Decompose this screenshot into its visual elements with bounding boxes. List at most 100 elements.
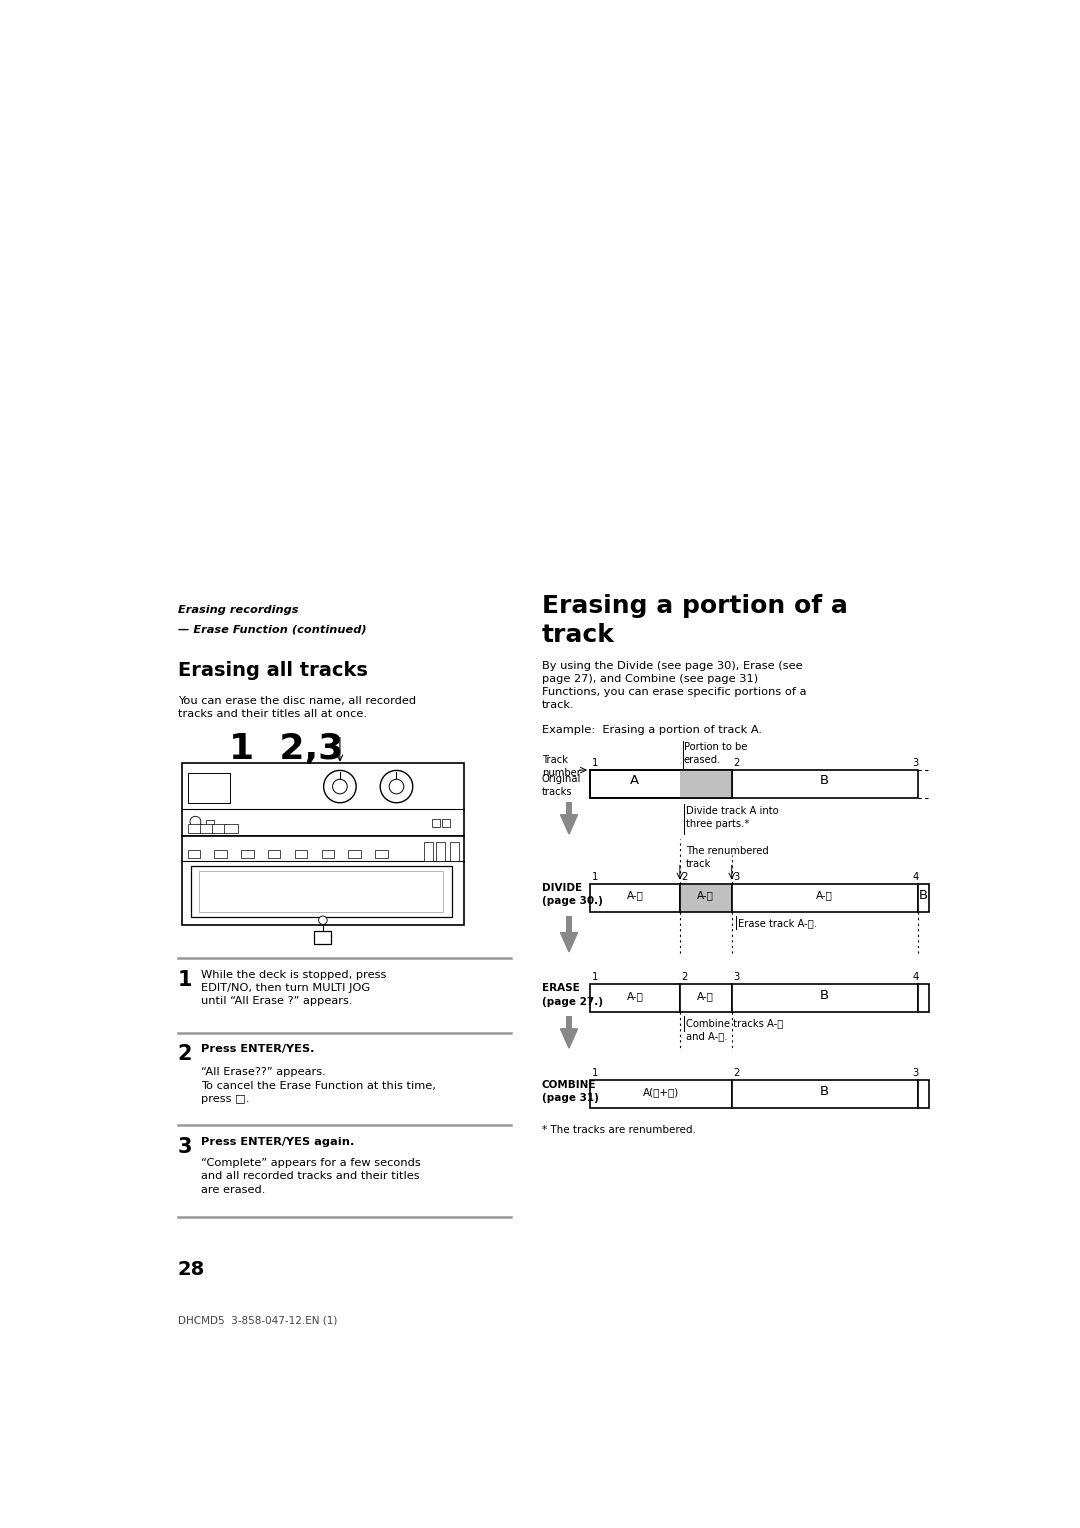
Bar — [590, 1080, 732, 1108]
Bar — [349, 850, 361, 857]
Text: B: B — [820, 775, 829, 787]
Bar — [215, 850, 227, 857]
Text: 1: 1 — [592, 758, 598, 767]
Text: 4: 4 — [913, 872, 919, 882]
Bar — [268, 850, 281, 857]
Bar — [424, 842, 433, 860]
Bar — [181, 762, 464, 836]
Bar — [241, 850, 254, 857]
Bar — [322, 850, 334, 857]
Bar — [188, 824, 202, 833]
Polygon shape — [561, 1028, 578, 1048]
Text: You can erase the disc name, all recorded
tracks and their titles all at once.: You can erase the disc name, all recorde… — [177, 697, 416, 720]
Bar — [295, 850, 308, 857]
Text: B: B — [820, 989, 829, 1002]
Text: 4: 4 — [913, 972, 919, 983]
Bar — [732, 984, 918, 1012]
Text: Combine tracks A-ⓐ
and A-ⓒ.: Combine tracks A-ⓐ and A-ⓒ. — [686, 1018, 783, 1041]
Bar — [679, 984, 732, 1012]
Text: ERASE
(page 27.): ERASE (page 27.) — [542, 984, 603, 1007]
Text: 1: 1 — [592, 972, 598, 983]
Text: Erase track A-ⓑ.: Erase track A-ⓑ. — [738, 918, 816, 927]
Bar — [181, 836, 464, 924]
Bar — [314, 931, 332, 944]
Bar — [918, 1080, 930, 1108]
Text: Divide track A into
three parts.*: Divide track A into three parts.* — [686, 805, 779, 828]
Text: Track
number: Track number — [542, 755, 581, 778]
Text: 2: 2 — [733, 758, 740, 767]
Text: 2: 2 — [733, 1068, 740, 1079]
Text: 1: 1 — [177, 970, 192, 990]
Text: Portion to be
erased.: Portion to be erased. — [684, 741, 747, 766]
Polygon shape — [561, 814, 578, 834]
Bar — [566, 1016, 572, 1028]
Text: A-ⓐ: A-ⓐ — [626, 990, 644, 1001]
Text: 28: 28 — [177, 1261, 205, 1279]
Bar — [375, 850, 388, 857]
Bar — [191, 865, 451, 917]
Circle shape — [380, 770, 413, 802]
Text: 3: 3 — [177, 1137, 192, 1157]
Text: Original
tracks: Original tracks — [542, 773, 581, 798]
Bar — [199, 871, 443, 912]
Bar — [590, 770, 732, 798]
Text: A-ⓑ: A-ⓑ — [698, 891, 714, 900]
Polygon shape — [561, 932, 578, 952]
Text: 3: 3 — [913, 758, 919, 767]
Bar — [212, 824, 226, 833]
Text: B: B — [919, 889, 928, 902]
Bar — [590, 770, 732, 798]
Text: “All Erase??” appears.
To cancel the Erase Function at this time,
press □.: “All Erase??” appears. To cancel the Era… — [201, 1068, 435, 1103]
Bar — [918, 885, 930, 912]
Text: Press ENTER/YES.: Press ENTER/YES. — [201, 1044, 314, 1054]
Text: A-ⓒ: A-ⓒ — [816, 891, 833, 900]
Bar — [188, 773, 230, 804]
Bar — [432, 819, 440, 827]
Circle shape — [190, 816, 201, 827]
Bar — [679, 770, 732, 798]
Text: 2: 2 — [177, 1044, 192, 1063]
Bar — [188, 850, 200, 857]
Text: Erasing a portion of a
track: Erasing a portion of a track — [542, 594, 848, 648]
Text: B: B — [820, 1085, 829, 1099]
Text: 1: 1 — [592, 1068, 598, 1079]
Text: Example:  Erasing a portion of track A.: Example: Erasing a portion of track A. — [542, 724, 761, 735]
Bar — [732, 770, 918, 798]
Text: 2: 2 — [681, 972, 688, 983]
Bar — [200, 824, 214, 833]
Bar — [566, 915, 572, 932]
Bar — [732, 1080, 918, 1108]
Text: Erasing all tracks: Erasing all tracks — [177, 660, 367, 680]
Text: “Complete” appears for a few seconds
and all recorded tracks and their titles
ar: “Complete” appears for a few seconds and… — [201, 1158, 420, 1195]
Text: The renumbered
track: The renumbered track — [686, 845, 769, 869]
Circle shape — [324, 770, 356, 802]
Text: A-ⓒ: A-ⓒ — [698, 990, 714, 1001]
Text: — Erase Function (continued): — Erase Function (continued) — [177, 625, 366, 634]
Bar — [732, 885, 918, 912]
Circle shape — [333, 779, 348, 795]
Text: 1  2,3: 1 2,3 — [229, 732, 343, 767]
Bar — [206, 821, 214, 828]
Text: 3: 3 — [733, 872, 740, 882]
Text: While the deck is stopped, press
EDIT/NO, then turn MULTI JOG
until “All Erase ?: While the deck is stopped, press EDIT/NO… — [201, 970, 387, 1005]
Text: A: A — [631, 775, 639, 787]
Text: DHCMD5  3-858-047-12.EN (1): DHCMD5 3-858-047-12.EN (1) — [177, 1316, 337, 1325]
Bar — [590, 885, 679, 912]
Text: By using the Divide (see page 30), Erase (see
page 27), and Combine (see page 31: By using the Divide (see page 30), Erase… — [542, 660, 807, 711]
Text: A(ⓐ+ⓒ): A(ⓐ+ⓒ) — [643, 1086, 679, 1097]
Bar — [918, 984, 930, 1012]
Text: COMBINE
(page 31): COMBINE (page 31) — [542, 1080, 598, 1103]
Text: 2: 2 — [681, 872, 688, 882]
Bar — [436, 842, 445, 860]
Bar — [225, 824, 238, 833]
Text: A-ⓐ: A-ⓐ — [626, 891, 644, 900]
Text: * The tracks are renumbered.: * The tracks are renumbered. — [542, 1125, 696, 1135]
Text: DIVIDE
(page 30.): DIVIDE (page 30.) — [542, 883, 603, 906]
Text: 3: 3 — [733, 972, 740, 983]
Bar — [442, 819, 449, 827]
Bar — [679, 885, 732, 912]
Bar — [566, 802, 572, 814]
Text: Erasing recordings: Erasing recordings — [177, 605, 298, 616]
Circle shape — [389, 779, 404, 795]
Bar — [590, 984, 679, 1012]
